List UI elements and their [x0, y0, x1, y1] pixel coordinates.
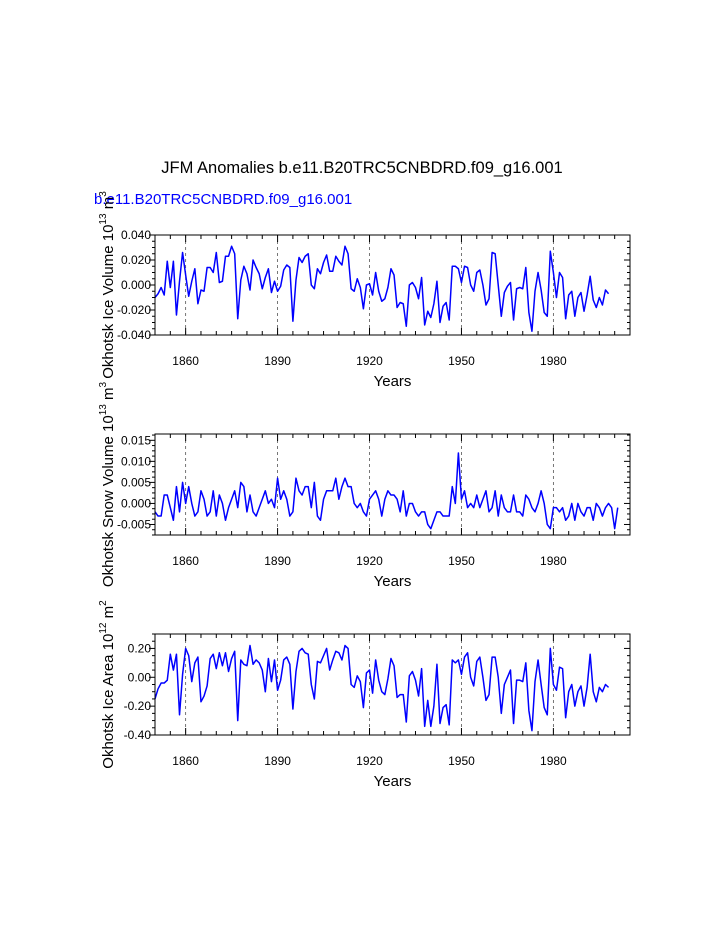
series-line — [154, 245, 610, 332]
x-tick-label: 1950 — [448, 754, 475, 768]
x-tick-label: 1950 — [448, 354, 475, 368]
x-tick-label: 1920 — [356, 354, 383, 368]
panel-2: -0.005 0.000 0.005 0.010 0.015 1860 1890 1920 19… — [98, 382, 631, 590]
figure-title: JFM Anomalies b.e11.B20TRC5CNBDRD.f09_g1… — [161, 159, 562, 177]
chart-panels: -0.040 -0.020 0.000 0.020 0.040 1860 1890 1920 1… — [98, 191, 631, 790]
y-tick-label: -0.20 — [124, 699, 152, 713]
series-line — [154, 452, 619, 530]
y-tick-label: 0.015 — [121, 433, 151, 447]
y-tick-label: 0.000 — [121, 278, 151, 292]
x-tick-label: 1860 — [172, 754, 199, 768]
plot-frame — [154, 433, 631, 536]
x-axis-label: Years — [374, 573, 412, 590]
plot-frame — [154, 633, 631, 736]
x-tick-label: 1890 — [264, 354, 291, 368]
x-axis-label: Years — [374, 773, 412, 790]
x-tick-label: 1920 — [356, 754, 383, 768]
x-tick-label: 1980 — [540, 554, 567, 568]
panel-3: -0.40 -0.20 0.00 0.20 1860 1890 1920 1950 1980 Ye… — [98, 600, 631, 790]
y-tick-label: 0.010 — [121, 454, 151, 468]
x-tick-label: 1950 — [448, 554, 475, 568]
plot-frame — [154, 234, 631, 336]
x-tick-label: 1860 — [172, 554, 199, 568]
x-tick-label: 1860 — [172, 354, 199, 368]
y-axis-label: Okhotsk Ice Area 1012 m2 — [98, 600, 117, 769]
y-tick-label: 0.00 — [128, 670, 152, 684]
y-axis-label: Okhotsk Snow Volume 1013 m3 — [98, 382, 117, 588]
panel-1: -0.040 -0.020 0.000 0.020 0.040 1860 1890 1920 1… — [98, 191, 631, 390]
figure-subtitle: b.e11.B20TRC5CNBDRD.f09_g16.001 — [94, 191, 352, 208]
x-tick-label: 1890 — [264, 754, 291, 768]
x-axis-label: Years — [374, 373, 412, 390]
series-line — [154, 644, 610, 732]
y-tick-label: 0.20 — [128, 641, 152, 655]
y-tick-label: 0.005 — [121, 475, 151, 489]
y-tick-label: -0.020 — [117, 303, 151, 317]
y-tick-label: -0.040 — [117, 328, 151, 342]
x-tick-label: 1890 — [264, 554, 291, 568]
y-tick-label: 0.020 — [121, 253, 151, 267]
x-tick-label: 1980 — [540, 754, 567, 768]
x-tick-label: 1980 — [540, 354, 567, 368]
x-tick-label: 1920 — [356, 554, 383, 568]
y-tick-label: -0.005 — [117, 517, 151, 531]
y-tick-label: -0.40 — [124, 728, 152, 742]
y-tick-label: 0.040 — [121, 228, 151, 242]
y-axis-label: Okhotsk Ice Volume 1013 m3 — [98, 191, 117, 379]
y-tick-label: 0.000 — [121, 496, 151, 510]
